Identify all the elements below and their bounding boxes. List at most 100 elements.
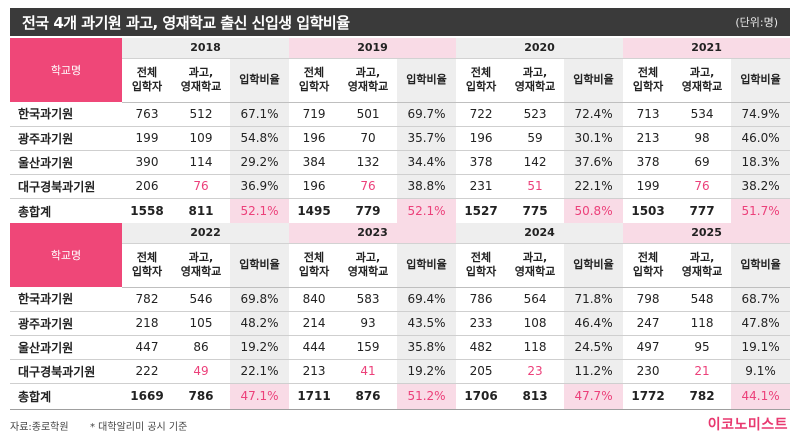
table-row: 광주과기원 199 109 54.8% 196 70 35.7% 196 59 30.1% 213 9… bbox=[10, 126, 791, 151]
admission-rate-cell: 54.8% bbox=[230, 126, 290, 151]
science-school-cell: 76 bbox=[339, 174, 398, 199]
total-entrants-header: 전체 입학자 bbox=[289, 243, 340, 288]
science-school-cell: 779 bbox=[339, 198, 398, 225]
admission-rate-cell: 72.4% bbox=[564, 102, 624, 127]
source-label: 자료:종로학원 bbox=[10, 422, 69, 433]
admission-rate-cell: 36.9% bbox=[230, 174, 290, 199]
total-entrants-cell: 233 bbox=[456, 311, 507, 336]
admission-rate-cell: 46.0% bbox=[731, 126, 791, 151]
total-entrants-cell: 199 bbox=[623, 174, 674, 199]
admission-rate-header: 입학비율 bbox=[397, 243, 457, 288]
school-name: 광주과기원 bbox=[10, 126, 122, 151]
science-school-cell: 132 bbox=[339, 150, 398, 175]
admission-rate-header: 입학비율 bbox=[397, 58, 457, 103]
school-name: 대구경북과기원 bbox=[10, 359, 122, 384]
total-entrants-cell: 722 bbox=[456, 102, 507, 127]
science-school-cell: 583 bbox=[339, 287, 398, 312]
school-name: 울산과기원 bbox=[10, 150, 122, 175]
total-entrants-cell: 1706 bbox=[456, 383, 507, 410]
admission-rate-cell: 52.1% bbox=[397, 198, 457, 225]
science-school-cell: 142 bbox=[506, 150, 565, 175]
admission-rate-cell: 47.8% bbox=[731, 311, 791, 336]
total-entrants-header: 전체 입학자 bbox=[456, 243, 507, 288]
science-school-cell: 523 bbox=[506, 102, 565, 127]
total-entrants-cell: 447 bbox=[122, 335, 172, 360]
science-school-cell: 159 bbox=[339, 335, 398, 360]
admission-rate-cell: 22.1% bbox=[564, 174, 624, 199]
science-school-header: 과고, 영재학교 bbox=[673, 243, 732, 288]
science-school-cell: 51 bbox=[506, 174, 565, 199]
science-school-cell: 41 bbox=[339, 359, 398, 384]
year-header: 2020 bbox=[456, 38, 624, 59]
unit-label: (단위:명) bbox=[735, 16, 778, 29]
science-school-cell: 775 bbox=[506, 198, 565, 225]
total-entrants-cell: 1503 bbox=[623, 198, 674, 225]
science-school-header: 과고, 영재학교 bbox=[339, 58, 398, 103]
science-school-cell: 777 bbox=[673, 198, 732, 225]
total-row: 총합계 1558 811 52.1% 1495 779 52.1% 1527 775 50.8% 1… bbox=[10, 198, 791, 225]
science-school-cell: 59 bbox=[506, 126, 565, 151]
admission-rate-cell: 35.7% bbox=[397, 126, 457, 151]
science-school-cell: 98 bbox=[673, 126, 732, 151]
admission-rate-cell: 51.7% bbox=[731, 198, 791, 225]
year-header: 2025 bbox=[623, 223, 791, 244]
admission-rate-cell: 18.3% bbox=[731, 150, 791, 175]
admission-rate-cell: 30.1% bbox=[564, 126, 624, 151]
year-header: 2021 bbox=[623, 38, 791, 59]
admission-rate-cell: 69.7% bbox=[397, 102, 457, 127]
admission-rate-cell: 46.4% bbox=[564, 311, 624, 336]
table-row: 대구경북과기원 206 76 36.9% 196 76 38.8% 231 51 22.1% 199… bbox=[10, 174, 791, 199]
admission-rate-cell: 48.2% bbox=[230, 311, 290, 336]
admission-rate-header: 입학비율 bbox=[230, 243, 290, 288]
year-header: 2022 bbox=[122, 223, 290, 244]
admission-rate-cell: 34.4% bbox=[397, 150, 457, 175]
total-entrants-cell: 1527 bbox=[456, 198, 507, 225]
science-school-cell: 93 bbox=[339, 311, 398, 336]
admission-rate-cell: 43.5% bbox=[397, 311, 457, 336]
table-row: 한국과기원 763 512 67.1% 719 501 69.7% 722 523 72.4% 71… bbox=[10, 102, 791, 127]
total-entrants-cell: 713 bbox=[623, 102, 674, 127]
science-school-header: 과고, 영재학교 bbox=[339, 243, 398, 288]
total-entrants-header: 전체 입학자 bbox=[289, 58, 340, 103]
total-entrants-cell: 1669 bbox=[122, 383, 172, 410]
science-school-cell: 76 bbox=[673, 174, 732, 199]
total-entrants-cell: 213 bbox=[289, 359, 340, 384]
total-entrants-cell: 786 bbox=[456, 287, 507, 312]
total-entrants-cell: 213 bbox=[623, 126, 674, 151]
total-entrants-header: 전체 입학자 bbox=[122, 243, 172, 288]
total-entrants-header: 전체 입학자 bbox=[623, 58, 674, 103]
science-school-cell: 782 bbox=[673, 383, 732, 410]
table-row: 울산과기원 390 114 29.2% 384 132 34.4% 378 142 37.6% 37… bbox=[10, 150, 791, 175]
total-entrants-cell: 230 bbox=[623, 359, 674, 384]
admission-rate-cell: 47.1% bbox=[230, 383, 290, 410]
science-school-cell: 564 bbox=[506, 287, 565, 312]
science-school-cell: 109 bbox=[172, 126, 230, 151]
total-entrants-cell: 482 bbox=[456, 335, 507, 360]
total-row: 총합계 1669 786 47.1% 1711 876 51.2% 1706 813 47.7% 1… bbox=[10, 383, 791, 410]
school-name: 울산과기원 bbox=[10, 335, 122, 360]
page-title: 전국 4개 과기원 과고, 영재학교 출신 신입생 입학비율 bbox=[22, 13, 350, 32]
total-entrants-cell: 798 bbox=[623, 287, 674, 312]
year-header: 2024 bbox=[456, 223, 624, 244]
admission-rate-cell: 19.1% bbox=[731, 335, 791, 360]
science-school-cell: 534 bbox=[673, 102, 732, 127]
admission-rate-cell: 24.5% bbox=[564, 335, 624, 360]
admission-rate-cell: 19.2% bbox=[397, 359, 457, 384]
title-bar: 전국 4개 과기원 과고, 영재학교 출신 신입생 입학비율 (단위:명) bbox=[10, 8, 790, 36]
science-school-cell: 876 bbox=[339, 383, 398, 410]
footnote: * 대학알리미 공시 기준 bbox=[90, 422, 188, 433]
total-entrants-cell: 384 bbox=[289, 150, 340, 175]
admission-rate-cell: 67.1% bbox=[230, 102, 290, 127]
table-row: 광주과기원 218 105 48.2% 214 93 43.5% 233 108 46.4% 247… bbox=[10, 311, 791, 336]
science-school-cell: 69 bbox=[673, 150, 732, 175]
school-name: 대구경북과기원 bbox=[10, 174, 122, 199]
admission-rate-cell: 9.1% bbox=[731, 359, 791, 384]
science-school-cell: 546 bbox=[172, 287, 230, 312]
school-name: 한국과기원 bbox=[10, 287, 122, 312]
admission-rate-cell: 68.7% bbox=[731, 287, 791, 312]
science-school-cell: 813 bbox=[506, 383, 565, 410]
admission-table-2022-2025: 학교명 2022 2023 2024 2025 전체 입학자 과고, 영재학교 입학비율 전체 입학자… bbox=[10, 223, 791, 410]
total-entrants-cell: 1495 bbox=[289, 198, 340, 225]
science-school-cell: 118 bbox=[673, 311, 732, 336]
science-school-cell: 86 bbox=[172, 335, 230, 360]
